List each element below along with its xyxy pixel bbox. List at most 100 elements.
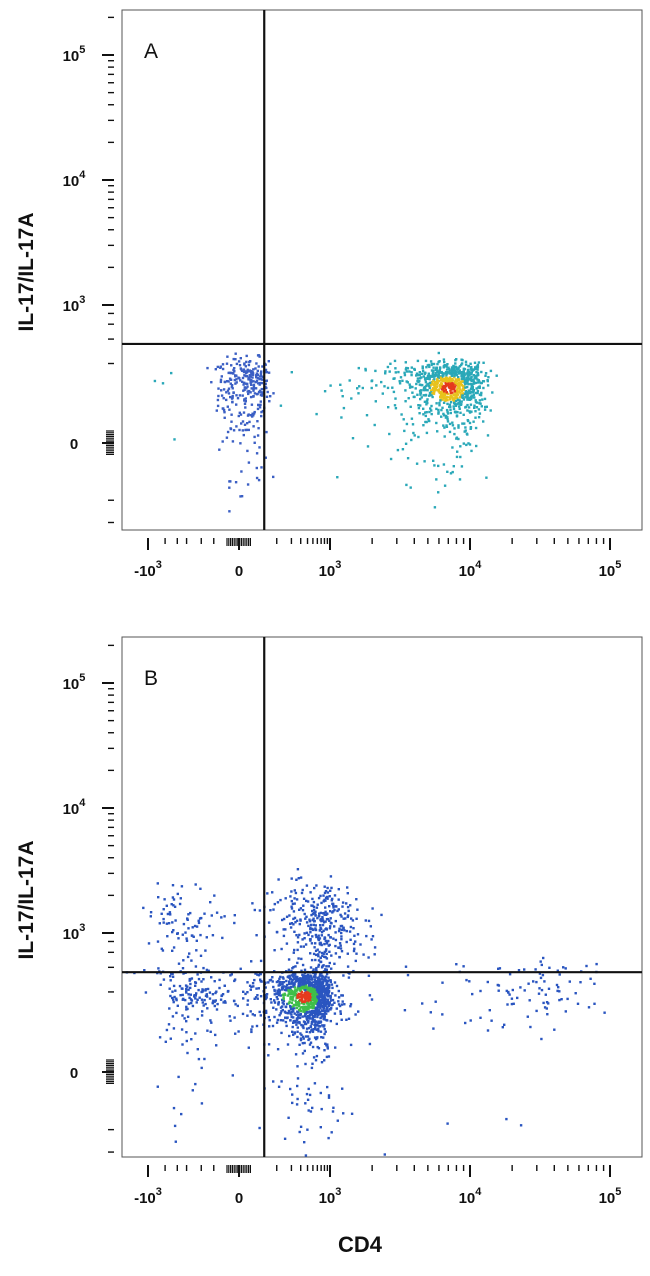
event-point: [324, 1042, 327, 1045]
event-point: [172, 1106, 176, 1110]
event-point: [466, 403, 469, 407]
event-point: [265, 430, 268, 434]
event-point: [284, 1011, 287, 1014]
event-point: [553, 1028, 556, 1031]
event-point: [208, 991, 212, 994]
event-point: [516, 996, 519, 1000]
event-point: [317, 1047, 321, 1050]
event-point: [318, 937, 322, 940]
event-point: [258, 391, 261, 394]
event-point: [285, 1016, 289, 1020]
event-point: [307, 1015, 311, 1018]
event-point: [480, 391, 483, 395]
event-point: [237, 360, 241, 363]
event-point: [273, 1001, 277, 1004]
event-point: [365, 934, 368, 938]
event-point: [299, 1013, 302, 1017]
event-point: [445, 368, 449, 371]
event-point: [469, 372, 472, 375]
event-point: [313, 984, 316, 987]
event-point: [294, 921, 297, 924]
event-point: [291, 1005, 294, 1009]
event-point: [300, 1023, 303, 1027]
event-point: [427, 418, 430, 421]
event-point: [441, 388, 444, 391]
event-point: [294, 891, 298, 895]
event-point: [449, 386, 452, 389]
event-point: [243, 423, 247, 426]
event-point: [186, 955, 190, 959]
event-point: [250, 378, 253, 382]
event-point: [172, 984, 176, 988]
event-point: [418, 371, 421, 374]
event-point: [320, 934, 323, 937]
event-point: [315, 983, 318, 986]
event-point: [317, 1022, 320, 1025]
event-point: [319, 1012, 323, 1015]
event-point: [418, 389, 422, 393]
event-point: [333, 1012, 337, 1015]
event-point: [234, 352, 237, 355]
event-point: [428, 386, 431, 390]
event-point: [370, 998, 374, 1001]
event-point: [249, 360, 252, 363]
event-point: [239, 413, 243, 416]
event-point: [156, 1085, 159, 1088]
event-point: [483, 408, 487, 411]
event-point: [267, 1015, 270, 1019]
event-point: [194, 965, 198, 968]
event-point: [593, 982, 596, 985]
event-point: [301, 909, 305, 912]
event-point: [473, 376, 476, 379]
event-point: [228, 408, 231, 411]
event-point: [346, 914, 350, 917]
event-point: [424, 394, 427, 397]
event-point: [319, 956, 322, 959]
event-point: [542, 956, 545, 960]
event-point: [282, 980, 286, 984]
event-point: [203, 1057, 206, 1061]
event-point: [304, 917, 307, 920]
event-point: [410, 366, 413, 369]
event-point: [314, 949, 318, 952]
event-point: [306, 1017, 309, 1020]
event-point: [307, 1038, 310, 1042]
event-point: [540, 1037, 543, 1041]
event-point: [268, 1019, 271, 1022]
event-point: [322, 1036, 325, 1039]
event-point: [326, 895, 329, 899]
event-point: [322, 1006, 325, 1009]
event-point: [242, 370, 246, 374]
event-point: [300, 986, 303, 989]
event-point: [259, 372, 263, 375]
event-point: [323, 942, 326, 946]
event-point: [471, 387, 474, 391]
event-point: [339, 1012, 342, 1015]
event-point: [225, 391, 228, 394]
event-point: [329, 925, 332, 928]
event-point: [338, 942, 342, 945]
event-point: [321, 923, 325, 927]
event-point: [328, 1002, 331, 1005]
event-point: [299, 999, 302, 1002]
event-point: [438, 360, 441, 363]
event-point: [283, 993, 287, 997]
event-point: [317, 936, 320, 940]
event-point: [465, 391, 469, 394]
event-point: [341, 905, 344, 908]
event-point: [272, 475, 275, 479]
y-axis-label: IL-17/IL-17A: [15, 212, 38, 331]
event-point: [295, 934, 298, 937]
event-point: [235, 394, 238, 397]
event-point: [239, 442, 242, 445]
event-point: [310, 913, 313, 917]
event-point: [329, 997, 332, 1000]
event-point: [210, 976, 213, 979]
event-point: [323, 1015, 326, 1018]
event-point: [463, 422, 466, 425]
event-point: [244, 365, 247, 368]
event-point: [310, 1066, 314, 1070]
event-point: [313, 1001, 316, 1004]
event-point: [405, 370, 409, 373]
event-point: [176, 932, 179, 935]
